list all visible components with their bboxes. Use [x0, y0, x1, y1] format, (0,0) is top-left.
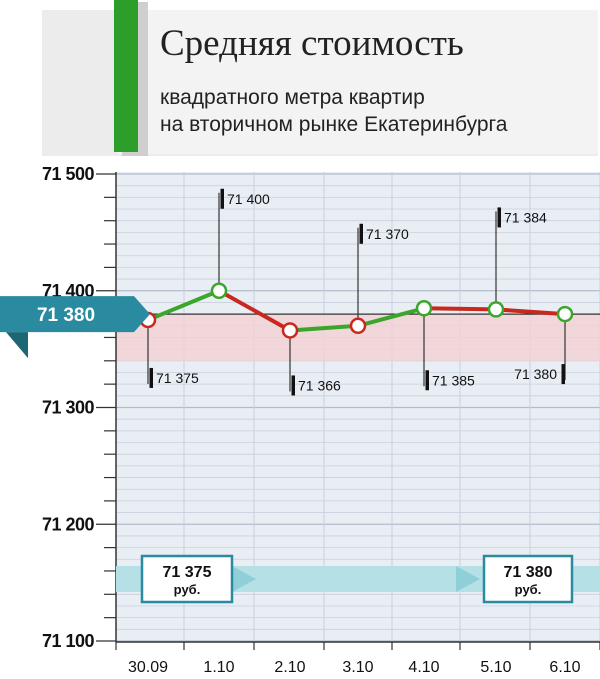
data-label: 71 375	[156, 370, 199, 386]
data-point	[349, 317, 367, 335]
end-box-value: 71 380	[504, 564, 553, 581]
y-tick-label: 71 100	[42, 631, 95, 651]
data-label: 71 385	[432, 372, 475, 388]
chart-subtitle-line-2: на вторичном рынке Екатеринбурга	[160, 113, 508, 136]
leader-end-mark	[149, 367, 153, 388]
start-box	[140, 554, 234, 604]
range-track-arrow-right	[456, 566, 480, 592]
leader-end-mark	[359, 223, 363, 244]
y-tick-labels: 71 500 71 400 71 300 71 200 71 100	[42, 164, 95, 651]
data-point	[415, 300, 433, 317]
leader-end-mark	[497, 207, 501, 228]
series-points	[139, 282, 574, 339]
start-box-value: 71 375	[163, 564, 212, 581]
data-label: 71 380	[514, 366, 557, 382]
x-tick-label: 2.10	[274, 659, 305, 676]
y-tick-label: 71 500	[42, 164, 95, 184]
reference-badge: 71 380	[0, 296, 150, 359]
x-tick-label: 4.10	[408, 659, 439, 676]
end-box	[482, 554, 574, 604]
data-label-leaders	[147, 188, 566, 396]
data-label: 71 384	[504, 209, 547, 225]
leader-end-mark	[220, 188, 224, 209]
header-inner	[118, 10, 598, 154]
leader-end-mark	[291, 375, 295, 396]
range-track-arrow-left	[232, 566, 256, 592]
series-segment	[288, 323, 360, 333]
chart-subtitle-line-1: квадратного метра квартир	[160, 86, 425, 109]
data-label: 71 400	[227, 191, 270, 207]
series-segment	[422, 306, 498, 312]
axes	[96, 172, 600, 650]
series-segment	[146, 288, 221, 322]
data-label: 71 366	[298, 377, 341, 393]
x-tick-labels: 30.09 1.10 2.10 3.10 4.10 5.10 6.10	[128, 659, 581, 676]
y-tick-label: 71 300	[42, 398, 95, 418]
accent-bar	[114, 0, 138, 152]
data-labels: 71 375 71 400 71 366 71 370 71 385 71 384 71 3…	[156, 191, 557, 394]
reference-badge-label: 71 380	[37, 305, 95, 326]
data-point	[281, 322, 299, 339]
x-tick-label: 6.10	[549, 659, 580, 676]
series-segment	[494, 307, 567, 317]
x-tick-label: 3.10	[342, 659, 373, 676]
start-box-unit: руб.	[174, 582, 201, 597]
y-tick-label: 71 400	[42, 281, 95, 301]
series-segment	[217, 288, 292, 333]
x-tick-label: 30.09	[128, 659, 168, 676]
reference-badge-shape	[0, 296, 150, 333]
data-point	[210, 282, 228, 299]
leader-end-mark	[425, 370, 429, 391]
data-point	[487, 301, 505, 318]
x-tick-label: 5.10	[480, 659, 511, 676]
end-box-unit: руб.	[515, 582, 542, 597]
reference-badge-fold	[6, 332, 28, 359]
series-line	[146, 288, 567, 333]
data-point	[556, 305, 574, 323]
x-tick-label: 1.10	[203, 659, 234, 676]
leader-end-mark	[561, 364, 565, 385]
series-segment	[356, 306, 426, 328]
chart-title: Средняя стоимость	[160, 23, 464, 64]
data-label: 71 370	[366, 226, 409, 242]
range-track: 71 375 руб. 71 380 руб.	[116, 554, 600, 604]
y-tick-label: 71 200	[42, 514, 95, 534]
